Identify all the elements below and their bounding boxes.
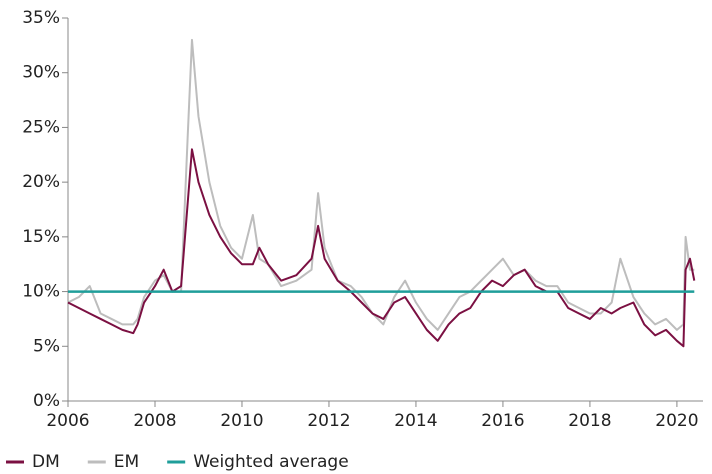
x-tick-label: 2006 [46,411,89,431]
y-tick-label: 25% [22,117,60,137]
x-tick-label: 2010 [220,411,263,431]
x-tick-label: 2020 [655,411,698,431]
y-tick-label: 15% [22,227,60,247]
y-tick-label: 30% [22,63,60,83]
x-tick-label: 2008 [133,411,176,431]
series-line [67,38,695,331]
legend-label: EM [114,452,139,472]
legend-label: Weighted average [193,452,348,472]
x-tick-label: 2012 [307,411,350,431]
y-tick-label: 10% [22,282,60,302]
x-tick-label: 2016 [481,411,524,431]
series-line [67,148,696,348]
y-tick-label: 0% [33,391,60,411]
legend-label: DM [32,452,60,472]
x-tick-label: 2018 [568,411,611,431]
x-tick-label: 2014 [394,411,437,431]
y-tick-label: 35% [22,8,60,28]
y-tick-label: 20% [22,172,60,192]
y-tick-label: 5% [33,336,60,356]
